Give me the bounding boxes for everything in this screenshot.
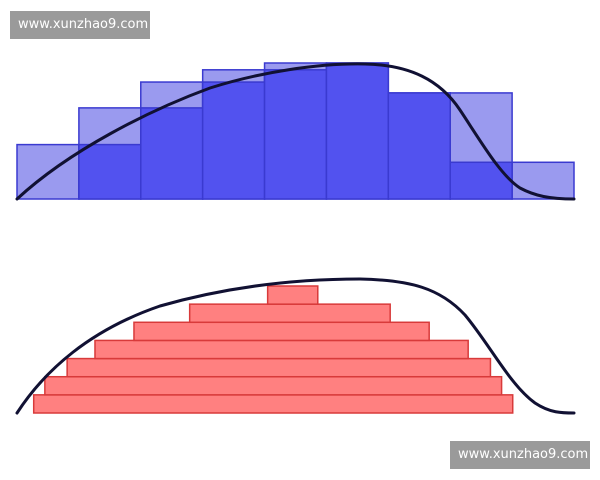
horizontal-strip: [188, 303, 391, 324]
lower-sum-column: [201, 81, 266, 200]
lower-sum-column: [263, 69, 328, 200]
lower-sum-column: [140, 107, 204, 200]
watermark-top: www.xunzhao9.com: [10, 11, 150, 39]
lower-sum-column: [387, 92, 451, 200]
upper-sum-column: [511, 161, 575, 200]
horizontal-strip: [44, 375, 503, 396]
function-curve: [15, 62, 576, 201]
lebesgue-sum-diagram: [15, 277, 576, 415]
horizontal-strip: [133, 321, 430, 342]
riemann-sum-diagram: [15, 62, 576, 201]
lower-sum-column: [78, 143, 142, 200]
horizontal-strip: [66, 357, 492, 378]
lower-sum-column: [325, 62, 390, 200]
horizontal-strip: [94, 339, 469, 360]
watermark-bottom: www.xunzhao9.com: [450, 441, 590, 469]
function-curve: [15, 277, 576, 415]
horizontal-strip: [266, 285, 319, 305]
lower-sum-column: [449, 161, 513, 200]
horizontal-strip: [32, 394, 514, 414]
